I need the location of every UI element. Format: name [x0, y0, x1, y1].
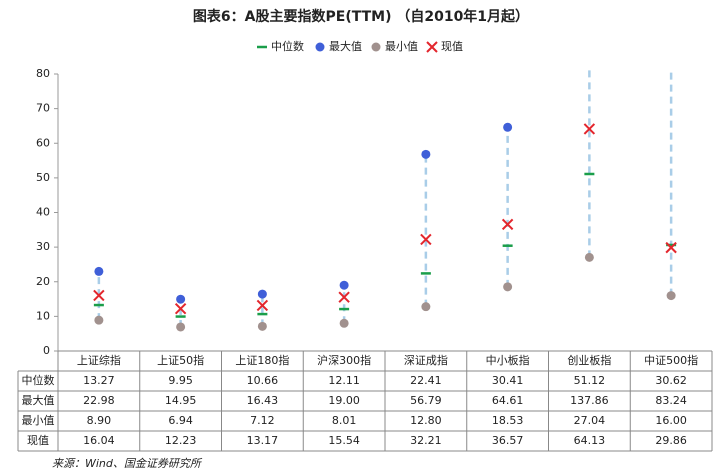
source: 来源：Wind、国金证券研究所 — [52, 457, 203, 470]
table-value: 18.53 — [492, 414, 524, 427]
cross-stroke — [426, 41, 438, 53]
max-dot — [257, 289, 267, 299]
x-tick-label: 沪深300指 — [317, 353, 371, 367]
max-dot — [94, 266, 104, 276]
current-mark — [338, 291, 350, 303]
x-tick-label: 创业板指 — [567, 353, 611, 367]
y-tick-label: 30 — [36, 240, 50, 253]
cross-stroke — [420, 233, 432, 246]
cross-stroke — [338, 291, 350, 303]
table-value: 29.86 — [655, 434, 687, 447]
y-tick-label: 50 — [36, 171, 50, 184]
table-value: 13.17 — [247, 434, 279, 447]
row-label: 最大值 — [22, 393, 55, 407]
min-dot — [666, 291, 676, 301]
table-value: 19.00 — [328, 394, 360, 407]
cross-stroke — [93, 289, 105, 302]
current-mark — [501, 218, 514, 231]
y-tick-label: 40 — [36, 206, 50, 219]
table-value: 6.94 — [168, 414, 193, 427]
y-tick-label: 80 — [36, 67, 50, 80]
min-dot — [176, 322, 186, 332]
current-mark — [665, 241, 677, 254]
table-value: 137.86 — [570, 394, 609, 407]
cross-stroke — [174, 302, 187, 315]
table-value: 7.12 — [250, 414, 275, 427]
min-dot — [94, 315, 104, 325]
table-value: 56.79 — [410, 394, 442, 407]
table-value: 9.95 — [168, 374, 193, 387]
cross-stroke — [665, 241, 677, 254]
table-value: 22.41 — [410, 374, 442, 387]
table-value: 15.54 — [328, 434, 360, 447]
min-dot — [371, 42, 381, 52]
table-value: 12.80 — [410, 414, 442, 427]
y-tick-label: 70 — [36, 102, 50, 115]
table-value: 32.21 — [410, 434, 442, 447]
max-dot — [667, 58, 676, 67]
row-label: 中位数 — [22, 373, 55, 387]
x-tick-label: 上证180指 — [235, 353, 289, 367]
table-value: 30.41 — [492, 374, 524, 387]
table-value: 64.61 — [492, 394, 524, 407]
table-value: 16.43 — [247, 394, 279, 407]
x-tick-label: 上证综指 — [77, 353, 121, 367]
table-value: 16.00 — [655, 414, 687, 427]
min-dot — [339, 318, 349, 328]
table-value: 8.01 — [332, 414, 357, 427]
row-label: 现值 — [27, 434, 49, 447]
table-value: 16.04 — [83, 434, 115, 447]
table-value: 12.23 — [165, 434, 197, 447]
current-mark — [426, 41, 438, 53]
current-mark — [583, 123, 596, 135]
min-dot — [584, 252, 594, 262]
table-value: 12.11 — [328, 374, 360, 387]
max-dot — [339, 280, 349, 290]
x-tick-label: 上证50指 — [157, 353, 204, 367]
y-tick-label: 10 — [36, 309, 50, 322]
plot-area — [93, 58, 677, 332]
min-dot — [503, 282, 513, 292]
table-value: 36.57 — [492, 434, 524, 447]
cross-stroke — [256, 299, 269, 312]
y-tick-label: 20 — [36, 275, 50, 288]
legend-label: 中位数 — [271, 39, 304, 53]
x-tick-label: 中证500指 — [644, 353, 698, 367]
table-value: 13.27 — [83, 374, 115, 387]
legend-label: 最小值 — [385, 40, 418, 53]
max-dot — [503, 122, 513, 132]
max-dot — [315, 42, 325, 52]
y-tick-label: 60 — [36, 136, 50, 149]
max-dot — [176, 294, 186, 304]
x-tick-label: 深证成指 — [404, 353, 448, 367]
cross-stroke — [583, 123, 596, 135]
min-dot — [421, 302, 431, 312]
table-value: 64.13 — [574, 434, 606, 447]
chart-title: 图表6：A股主要指数PE(TTM) （自2010年1月起） — [193, 8, 529, 25]
table-value: 27.04 — [574, 414, 606, 427]
row-label: 最小值 — [22, 414, 55, 427]
max-dot — [421, 149, 431, 159]
legend-label: 最大值 — [329, 39, 362, 53]
table-value: 8.90 — [87, 414, 112, 427]
table-value: 10.66 — [247, 374, 279, 387]
table-value: 22.98 — [83, 394, 115, 407]
current-mark — [256, 299, 269, 312]
y-tick-label: 0 — [43, 344, 50, 357]
current-mark — [420, 233, 432, 246]
current-mark — [93, 289, 105, 302]
table-value: 30.62 — [655, 374, 687, 387]
cross-stroke — [501, 218, 514, 231]
min-dot — [257, 321, 267, 331]
legend-label: 现值 — [441, 40, 463, 53]
table-value: 14.95 — [165, 394, 197, 407]
table-value: 51.12 — [574, 374, 606, 387]
current-mark — [174, 302, 187, 315]
x-tick-label: 中小板指 — [486, 353, 530, 367]
table-value: 83.24 — [655, 394, 687, 407]
